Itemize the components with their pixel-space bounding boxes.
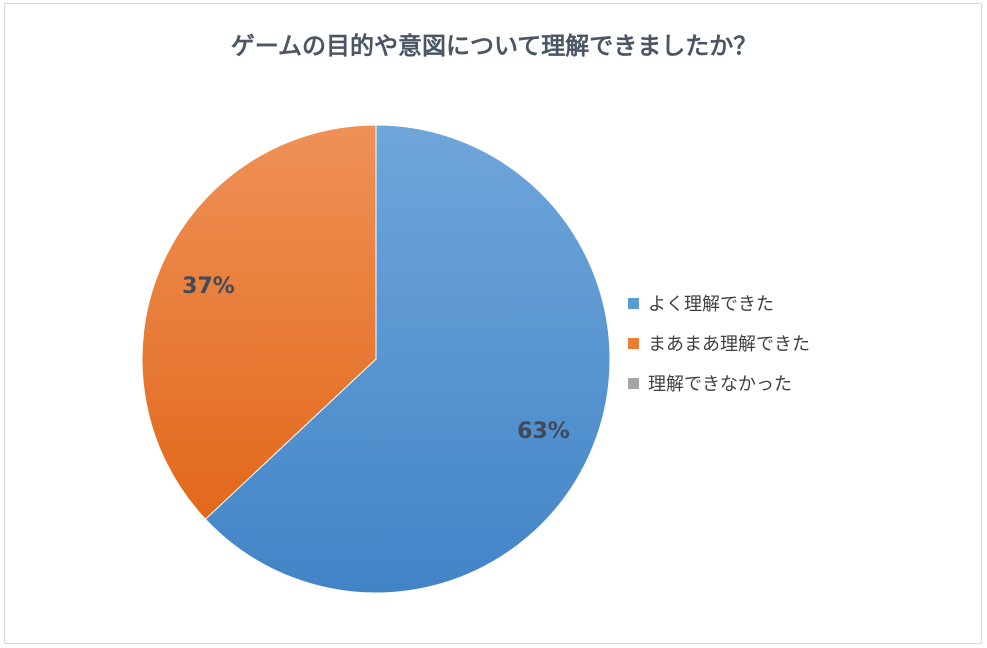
data-label-1: 37% bbox=[182, 274, 235, 299]
legend: よく理解できた まあまあ理解できた 理解できなかった bbox=[628, 283, 810, 403]
data-label-0: 63% bbox=[517, 419, 570, 444]
legend-swatch-gray bbox=[628, 377, 639, 389]
legend-label: よく理解できた bbox=[648, 294, 774, 315]
legend-label: 理解できなかった bbox=[648, 374, 792, 395]
legend-swatch-orange bbox=[628, 337, 639, 349]
legend-item-well-understood: よく理解できた bbox=[628, 283, 810, 323]
legend-item-somewhat-understood: まあまあ理解できた bbox=[628, 323, 810, 363]
pie-slice-1 bbox=[141, 124, 377, 520]
pie-slice-0 bbox=[204, 124, 611, 594]
chart-title: ゲームの目的や意図について理解できましたか？ bbox=[230, 32, 758, 60]
legend-label: まあまあ理解できた bbox=[648, 334, 810, 355]
legend-item-not-understood: 理解できなかった bbox=[628, 363, 810, 403]
legend-swatch-blue bbox=[628, 297, 639, 309]
